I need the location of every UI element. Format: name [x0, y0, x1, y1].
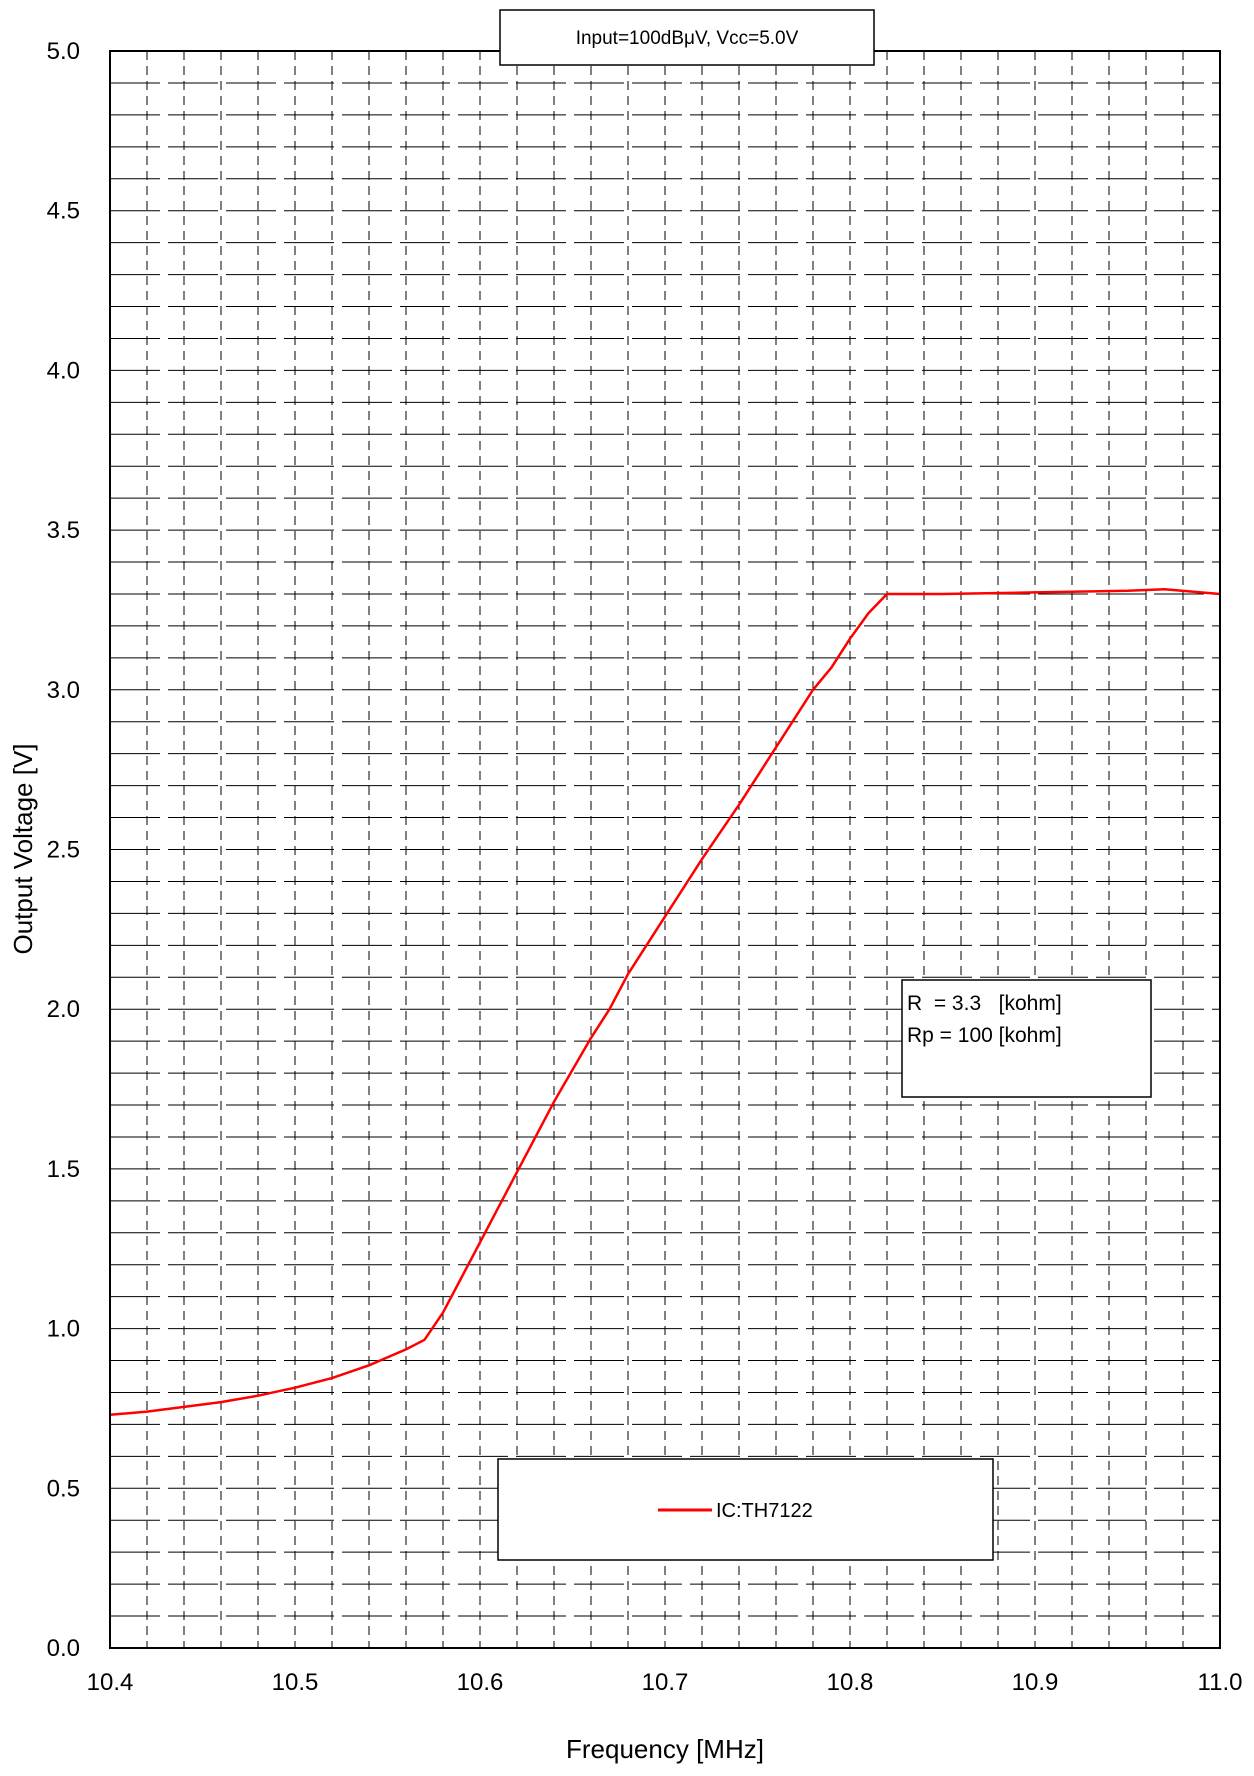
tick-labels: 10.4 10.5 10.6 10.7 10.8 10.9 11.0 0.0 0.5 1.0 1.5…	[47, 38, 1243, 1696]
y-tick-label: 0.0	[47, 1635, 80, 1662]
chart-title: Input=100dBμV, Vcc=5.0V	[576, 28, 799, 49]
legend: IC:TH7122	[497, 1458, 994, 1561]
y-axis-label: Output Voltage [V]	[8, 743, 38, 954]
y-tick-label: 1.5	[47, 1156, 80, 1183]
x-tick-label: 10.8	[827, 1669, 874, 1696]
annotation-box: R = 3.3 [kohm] Rp = 100 [kohm]	[901, 979, 1152, 1098]
x-tick-label: 10.9	[1012, 1669, 1059, 1696]
x-tick-label: 11.0	[1198, 1669, 1243, 1696]
y-tick-label: 4.0	[47, 357, 80, 384]
series-layer	[109, 587, 1221, 1417]
x-tick-label: 10.6	[457, 1669, 504, 1696]
series-line-ic-th7122	[109, 587, 1221, 1417]
annotation-line-r: R = 3.3 [kohm]	[907, 992, 1062, 1015]
x-tick-label: 10.7	[642, 1669, 689, 1696]
x-axis-label: Frequency [MHz]	[566, 1734, 764, 1764]
gridlines	[110, 51, 1220, 1648]
annotation-line-rp: Rp = 100 [kohm]	[907, 1024, 1062, 1047]
title-box: Input=100dBμV, Vcc=5.0V	[499, 9, 875, 66]
x-tick-label: 10.5	[272, 1669, 319, 1696]
y-tick-label: 4.5	[47, 198, 80, 225]
y-tick-label: 0.5	[47, 1475, 80, 1502]
x-tick-label: 10.4	[87, 1669, 134, 1696]
y-tick-label: 1.0	[47, 1316, 80, 1343]
y-tick-label: 5.0	[47, 38, 80, 65]
y-tick-label: 2.0	[47, 996, 80, 1023]
y-tick-label: 2.5	[47, 837, 80, 864]
y-tick-label: 3.0	[47, 677, 80, 704]
legend-label-ic-th7122: IC:TH7122	[716, 1500, 813, 1522]
y-tick-label: 3.5	[47, 517, 80, 544]
